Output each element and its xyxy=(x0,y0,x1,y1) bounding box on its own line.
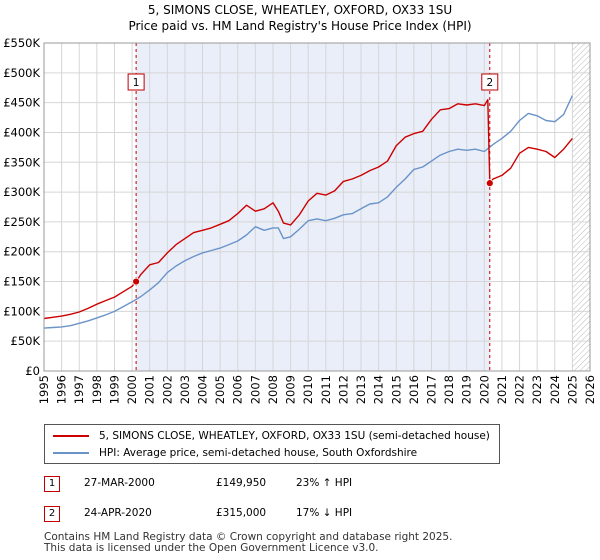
chart-subtitle: Price paid vs. HM Land Registry's House … xyxy=(128,19,472,33)
x-tick-label: 2002 xyxy=(160,375,174,404)
x-tick-label: 2014 xyxy=(372,375,386,404)
x-tick-label: 2003 xyxy=(178,375,192,404)
footer-line-1: Contains HM Land Registry data © Crown c… xyxy=(44,531,453,543)
x-tick-label: 2017 xyxy=(424,375,438,404)
x-tick-label: 1999 xyxy=(107,375,121,404)
sale-marker-box xyxy=(127,73,145,91)
y-tick-label: £250K xyxy=(3,215,40,229)
ownership-shade xyxy=(136,43,490,371)
x-tick-label: 2000 xyxy=(125,375,139,404)
legend-label-property: 5, SIMONS CLOSE, WHEATLEY, OXFORD, OX33 … xyxy=(99,430,490,442)
annotation-hpi-delta: 23% ↑ HPI xyxy=(296,477,353,489)
annotation-hpi-delta: 17% ↓ HPI xyxy=(296,507,353,519)
y-tick-label: £400K xyxy=(3,125,40,139)
y-tick-label: £200K xyxy=(3,245,40,259)
forecast-hatch xyxy=(572,43,590,371)
x-tick-label: 2008 xyxy=(266,375,280,404)
x-tick-label: 2009 xyxy=(284,375,298,404)
legend-item-hpi: HPI: Average price, semi-detached house,… xyxy=(53,445,493,461)
legend-label-hpi: HPI: Average price, semi-detached house,… xyxy=(99,447,418,459)
chart-title: 5, SIMONS CLOSE, WHEATLEY, OXFORD, OX33 … xyxy=(147,3,453,17)
x-tick-label: 2026 xyxy=(583,375,597,404)
y-tick-label: £0 xyxy=(25,364,40,378)
x-tick-label: 2011 xyxy=(319,375,333,404)
x-tick-label: 2024 xyxy=(548,375,562,404)
sale-marker-label: 2 xyxy=(486,77,493,89)
y-tick-label: £50K xyxy=(11,334,41,348)
x-tick-label: 2015 xyxy=(389,375,403,404)
x-tick-label: 2023 xyxy=(530,375,544,404)
x-tick-label: 2007 xyxy=(248,375,262,404)
annotation-price: £315,000 xyxy=(216,507,267,519)
annotation-badge: 2 xyxy=(44,506,60,522)
footer-credit: Contains HM Land Registry data © Crown c… xyxy=(44,532,452,554)
y-tick-label: £100K xyxy=(3,304,40,318)
x-tick-label: 2020 xyxy=(477,375,491,404)
plot-frame xyxy=(43,42,591,372)
x-tick-label: 2001 xyxy=(143,375,157,404)
annotation-price: £149,950 xyxy=(216,477,267,489)
annotation-row-1: 1 27-MAR-2000 £149,950 23% ↑ HPI xyxy=(44,476,564,494)
x-tick-label: 1997 xyxy=(72,375,86,404)
x-tick-label: 2018 xyxy=(442,375,456,404)
x-tick-label: 2022 xyxy=(513,375,527,404)
x-tick-label: 2010 xyxy=(301,375,315,404)
sale-point xyxy=(485,179,494,188)
price-chart: 1 2 £0 £50K £100K £150K £200K £250K £300K £350K £… xyxy=(3,36,597,404)
sale-point xyxy=(132,277,141,286)
legend-item-property: 5, SIMONS CLOSE, WHEATLEY, OXFORD, OX33 … xyxy=(53,428,493,444)
y-tick-label: £450K xyxy=(3,96,40,110)
legend-line-hpi xyxy=(53,452,89,454)
x-tick-label: 2013 xyxy=(354,375,368,404)
x-tick-label: 1998 xyxy=(90,375,104,404)
x-tick-label: 2025 xyxy=(565,375,579,404)
x-tick-label: 2012 xyxy=(336,375,350,404)
annotation-row-2: 2 24-APR-2020 £315,000 17% ↓ HPI xyxy=(44,506,564,524)
y-tick-label: £300K xyxy=(3,185,40,199)
chart-legend: 5, SIMONS CLOSE, WHEATLEY, OXFORD, OX33 … xyxy=(44,424,500,464)
annotation-date: 24-APR-2020 xyxy=(84,507,152,519)
x-tick-label: 1995 xyxy=(37,375,51,404)
x-tick-label: 2021 xyxy=(495,375,509,404)
y-tick-label: £350K xyxy=(3,155,40,169)
y-tick-label: £150K xyxy=(3,275,40,289)
y-tick-label: £550K xyxy=(3,36,40,50)
x-tick-label: 2006 xyxy=(231,375,245,404)
y-tick-label: £500K xyxy=(3,66,40,80)
sale-marker-label: 1 xyxy=(133,77,140,89)
annotation-badge: 1 xyxy=(44,476,60,492)
x-tick-label: 2004 xyxy=(196,375,210,404)
x-tick-label: 1996 xyxy=(55,375,69,404)
annotation-date: 27-MAR-2000 xyxy=(84,477,155,489)
sale-marker-box xyxy=(481,73,499,91)
x-tick-label: 2005 xyxy=(213,375,227,404)
x-tick-label: 2016 xyxy=(407,375,421,404)
x-tick-label: 2019 xyxy=(460,375,474,404)
footer-line-2: This data is licensed under the Open Gov… xyxy=(44,542,379,554)
series-line-hpi xyxy=(43,95,574,329)
legend-line-property xyxy=(53,435,89,437)
